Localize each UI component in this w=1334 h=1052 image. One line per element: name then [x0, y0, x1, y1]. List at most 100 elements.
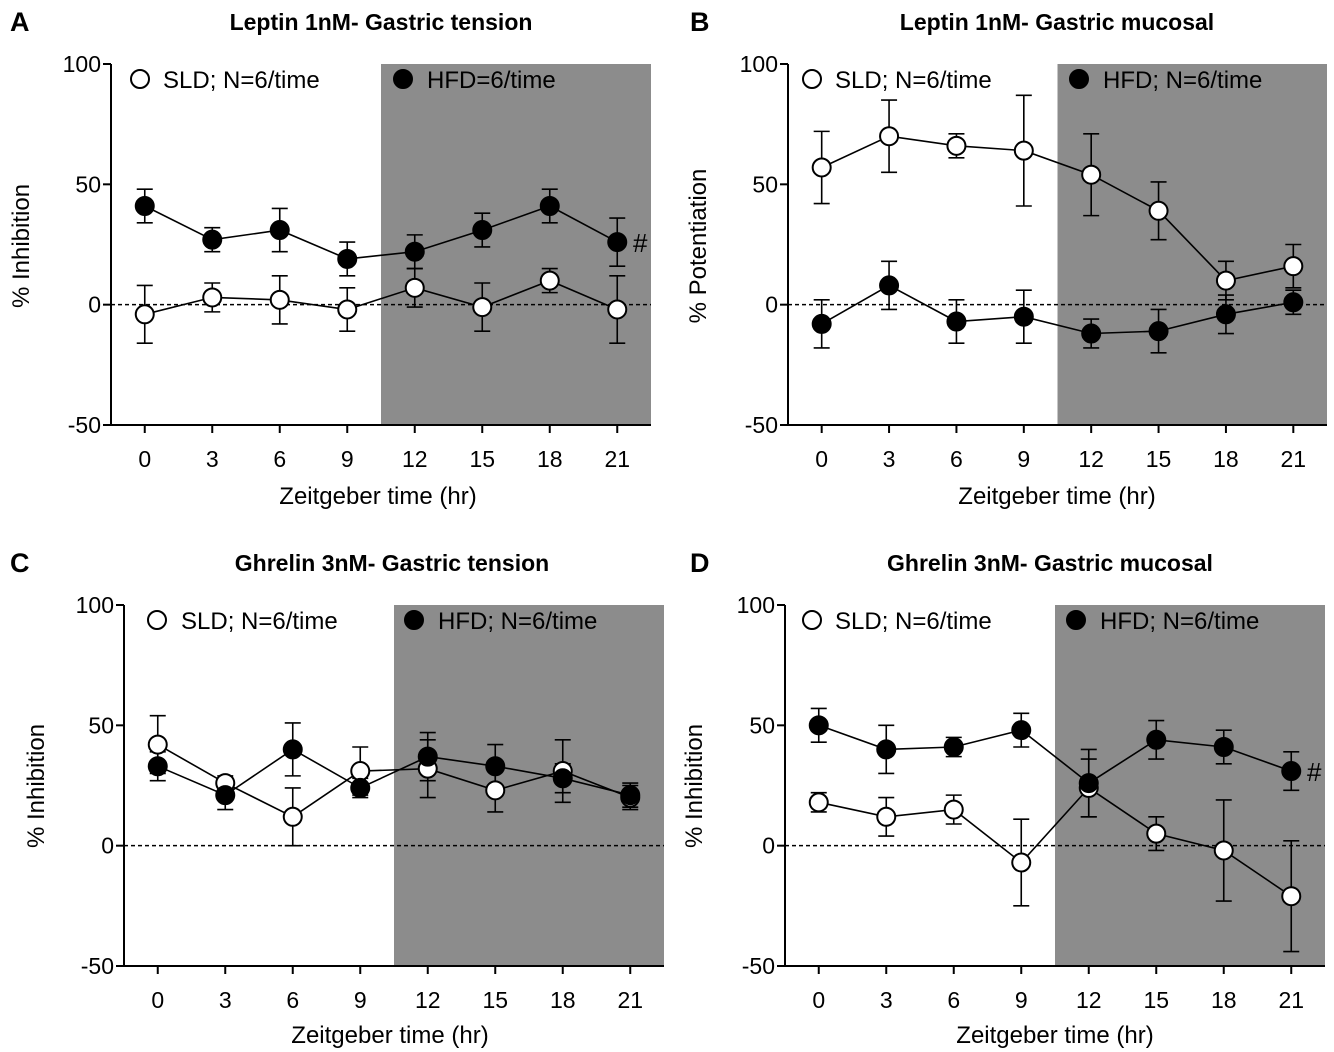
dark-phase-shading [394, 605, 664, 966]
data-point [1213, 840, 1234, 861]
data-point [1013, 306, 1034, 327]
y-tick-label: 50 [88, 712, 114, 738]
panel-letter: A [10, 7, 30, 37]
y-tick-label: 0 [101, 833, 114, 859]
x-tick-label: 15 [469, 446, 495, 472]
data-point [417, 746, 438, 767]
data-point [269, 220, 290, 241]
y-tick-label: 0 [88, 292, 101, 318]
data-point [808, 792, 829, 813]
x-tick-label: 9 [341, 446, 354, 472]
y-tick-label: -50 [742, 953, 775, 979]
y-tick-label: 50 [75, 171, 101, 197]
data-point [943, 799, 964, 820]
y-tick-label: 50 [749, 712, 775, 738]
data-point [946, 311, 967, 332]
data-point [404, 277, 425, 298]
panel-b: -50 0 50 100 0 3 6 9 12 15 18 21 B Leptin 1nM- Gast… [685, 7, 1327, 510]
data-point [1081, 323, 1102, 344]
data-point [811, 313, 832, 334]
series-line-0 [157, 743, 631, 818]
data-point [1283, 256, 1304, 277]
legend-label-sld: SLD; N=6/time [835, 608, 992, 635]
x-tick-label: 0 [815, 446, 828, 472]
x-axis-label: Zeitgeber time (hr) [958, 483, 1155, 510]
series-line-0 [144, 279, 618, 316]
x-tick-label: 18 [537, 446, 563, 472]
y-tick-label: 100 [740, 51, 778, 77]
data-point [282, 739, 303, 760]
data-point [134, 195, 155, 216]
significance-annotation: # [633, 228, 648, 258]
x-tick-label: 15 [482, 987, 508, 1013]
data-point [1148, 200, 1169, 221]
x-tick-label: 9 [1017, 446, 1030, 472]
data-point [811, 157, 832, 178]
data-point [1148, 321, 1169, 342]
x-tick-label: 3 [206, 446, 219, 472]
y-axis-label: % Inhibition [681, 724, 708, 848]
legend-marker-sld [802, 69, 822, 89]
legend-label-hfd: HFD; N=6/time [1100, 608, 1259, 635]
y-tick-label: -50 [68, 412, 101, 438]
data-point [1081, 164, 1102, 185]
dark-phase-shading [381, 64, 651, 425]
y-tick-label: 0 [762, 833, 775, 859]
x-tick-label: 0 [812, 987, 825, 1013]
data-point [1011, 852, 1032, 873]
data-point [404, 241, 425, 262]
chart-title: Ghrelin 3nM- Gastric mucosal [887, 550, 1213, 576]
legend-marker-sld [130, 69, 150, 89]
legend-label-hfd: HFD=6/time [427, 67, 556, 94]
data-point [946, 135, 967, 156]
y-axis-label: % Inhibition [23, 724, 50, 848]
x-tick-label: 3 [883, 446, 896, 472]
x-tick-label: 6 [273, 446, 286, 472]
legend-label-sld: SLD; N=6/time [835, 67, 992, 94]
legend-marker-hfd [1069, 69, 1089, 89]
y-tick-label: 100 [737, 592, 775, 618]
x-tick-label: 15 [1143, 987, 1169, 1013]
dark-phase-shading [1055, 605, 1325, 966]
data-point [1215, 270, 1236, 291]
series-line-1 [157, 748, 631, 797]
x-tick-label: 21 [1281, 446, 1307, 472]
data-point [879, 126, 900, 147]
data-point [1215, 304, 1236, 325]
x-tick-label: 12 [402, 446, 428, 472]
x-tick-label: 6 [950, 446, 963, 472]
y-tick-label: 100 [63, 51, 101, 77]
data-point [620, 785, 641, 806]
y-tick-label: -50 [81, 953, 114, 979]
series-line-0 [818, 786, 1292, 897]
dark-phase-shading [1057, 64, 1327, 425]
x-tick-label: 18 [550, 987, 576, 1013]
data-point [202, 287, 223, 308]
significance-annotation: # [1307, 757, 1322, 787]
data-point [1146, 729, 1167, 750]
x-tick-label: 12 [1076, 987, 1102, 1013]
chart-title: Leptin 1nM- Gastric tension [230, 9, 533, 35]
data-point [539, 270, 560, 291]
x-tick-label: 0 [151, 987, 164, 1013]
x-tick-label: 21 [1278, 987, 1304, 1013]
x-axis-label: Zeitgeber time (hr) [956, 1022, 1153, 1049]
legend-marker-hfd [404, 610, 424, 630]
data-point [215, 785, 236, 806]
x-axis-label: Zeitgeber time (hr) [291, 1022, 488, 1049]
data-point [134, 304, 155, 325]
x-tick-label: 12 [415, 987, 441, 1013]
data-point [1281, 761, 1302, 782]
x-tick-label: 15 [1146, 446, 1172, 472]
legend-marker-hfd [1066, 610, 1086, 630]
data-point [337, 248, 358, 269]
x-tick-label: 18 [1213, 446, 1239, 472]
data-point [337, 299, 358, 320]
y-tick-label: -50 [745, 412, 778, 438]
panel-c: -50 0 50 100 0 3 6 9 12 15 18 21 C Ghrelin 3nM- Gas… [10, 548, 664, 1049]
data-point [1078, 773, 1099, 794]
data-point [147, 734, 168, 755]
legend-label-sld: SLD; N=6/time [181, 608, 338, 635]
data-point [472, 220, 493, 241]
